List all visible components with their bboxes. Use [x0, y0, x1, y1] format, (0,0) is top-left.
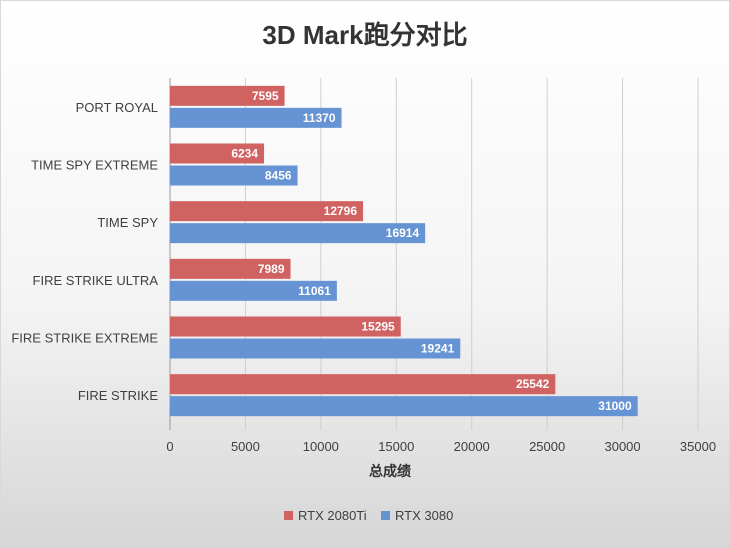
category-label: TIME SPY	[97, 215, 158, 230]
legend-label: RTX 2080Ti	[298, 508, 367, 523]
bar	[170, 374, 556, 395]
bar	[170, 201, 364, 222]
category-labels: PORT ROYAL TIME SPY EXTREME TIME SPY FIRE S…	[11, 100, 158, 403]
tick-label: 0	[166, 439, 173, 454]
bar	[170, 143, 265, 164]
category-label: TIME SPY EXTREME	[31, 158, 158, 173]
data-label: 7595	[252, 89, 279, 103]
category-label: FIRE STRIKE ULTRA	[33, 273, 159, 288]
category-label: PORT ROYAL	[76, 100, 158, 115]
bar	[170, 258, 291, 279]
bar	[170, 280, 337, 301]
data-label: 15295	[361, 320, 395, 334]
x-axis-title: 总成绩	[369, 463, 411, 479]
data-label: 25542	[516, 377, 550, 391]
data-label: 31000	[598, 399, 632, 413]
tick-label: 10000	[303, 439, 339, 454]
tick-label: 25000	[529, 439, 565, 454]
data-label: 19241	[421, 342, 455, 356]
bar	[170, 165, 298, 186]
bar	[170, 107, 342, 128]
data-label: 12796	[324, 204, 358, 218]
tick-label: 35000	[680, 439, 716, 454]
tick-label: 5000	[231, 439, 260, 454]
bar	[170, 338, 461, 359]
data-label: 11370	[303, 111, 336, 125]
data-label: 7989	[258, 262, 285, 276]
data-label: 11061	[298, 284, 331, 298]
bar	[170, 223, 426, 244]
gridlines	[169, 78, 699, 430]
bar	[170, 85, 285, 106]
legend-swatch	[284, 511, 293, 520]
data-label: 16914	[386, 226, 420, 240]
legend-label: RTX 3080	[395, 508, 453, 523]
bars: 7595 11370 6234 8456 12796 16914 7989 11061 1529…	[170, 85, 638, 417]
tick-label: 30000	[604, 439, 640, 454]
tick-labels: 0 5000 10000 15000 20000 25000 30000 35000	[166, 439, 716, 454]
legend: RTX 2080Ti RTX 3080	[284, 508, 453, 523]
data-label: 6234	[231, 147, 258, 161]
category-label: FIRE STRIKE	[78, 388, 159, 403]
tick-label: 15000	[378, 439, 414, 454]
legend-swatch	[381, 511, 390, 520]
tick-label: 20000	[454, 439, 490, 454]
bar	[170, 316, 401, 337]
data-label: 8456	[265, 169, 292, 183]
chart-title: 3D Mark跑分对比	[262, 20, 467, 50]
category-label: FIRE STRIKE EXTREME	[11, 331, 158, 346]
bar	[170, 396, 638, 417]
